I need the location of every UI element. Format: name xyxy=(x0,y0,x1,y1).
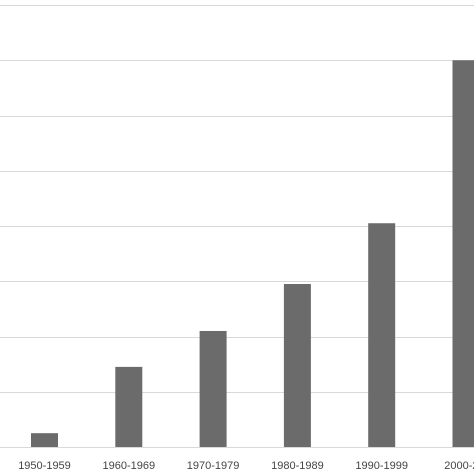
bar-1960-1969 xyxy=(115,366,143,447)
bar-1980-1989 xyxy=(283,284,311,447)
gridlines xyxy=(0,5,474,448)
bars xyxy=(31,60,474,447)
x-tick-label: 1960-1969 xyxy=(102,460,155,472)
x-tick-label: 1990-1999 xyxy=(355,460,408,472)
bar-2000-2... xyxy=(452,60,474,447)
x-tick-label: 1950-1959 xyxy=(18,460,71,472)
bar-1990-1999 xyxy=(368,223,396,447)
bar-1970-1979 xyxy=(199,330,227,447)
x-tick-labels: 1950-1959 1960-1969 1970-1979 1980-1989 1990… xyxy=(18,460,474,472)
x-tick-label: 1970-1979 xyxy=(187,460,240,472)
x-tick-label: 2000-2... xyxy=(444,460,474,472)
x-tick-label: 1980-1989 xyxy=(271,460,324,472)
bar-1950-1959 xyxy=(31,433,58,447)
